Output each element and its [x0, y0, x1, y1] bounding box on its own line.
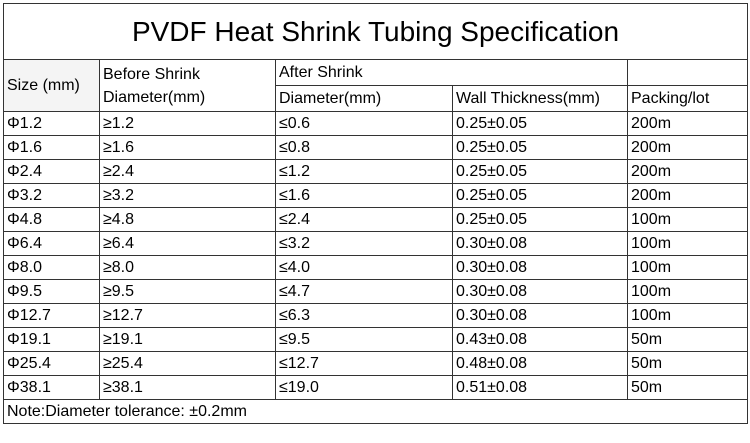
cell-after: ≤6.3	[275, 303, 453, 328]
cell-before: ≥8.0	[99, 255, 276, 280]
table-row: Φ8.0 ≥8.0 ≤4.0 0.30±0.08 100m	[3, 255, 749, 280]
cell-size: Φ12.7	[3, 303, 100, 328]
cell-after: ≤2.4	[275, 207, 453, 232]
cell-after: ≤1.6	[275, 183, 453, 208]
cell-size: Φ3.2	[3, 183, 100, 208]
table-row: Φ25.4 ≥25.4 ≤12.7 0.48±0.08 50m	[3, 351, 749, 376]
cell-before: ≥3.2	[99, 183, 276, 208]
cell-packing: 100m	[626, 255, 749, 280]
cell-wall: 0.25±0.05	[452, 135, 628, 160]
cell-wall: 0.30±0.08	[452, 231, 628, 256]
table-row: Φ1.6 ≥1.6 ≤0.8 0.25±0.05 200m	[3, 135, 749, 160]
cell-wall: 0.25±0.05	[452, 111, 628, 136]
cell-packing: 100m	[626, 279, 749, 304]
cell-size: Φ4.8	[3, 207, 100, 232]
cell-packing: 100m	[626, 231, 749, 256]
cell-size: Φ38.1	[3, 375, 100, 400]
cell-packing: 200m	[626, 159, 749, 184]
table-row: Φ4.8 ≥4.8 ≤2.4 0.25±0.05 100m	[3, 207, 749, 232]
cell-size: Φ1.2	[3, 111, 100, 136]
cell-packing: 50m	[626, 327, 749, 352]
table-row: Φ1.2 ≥1.2 ≤0.6 0.25±0.05 200m	[3, 111, 749, 136]
table-row: Φ6.4 ≥6.4 ≤3.2 0.30±0.08 100m	[3, 231, 749, 256]
cell-size: Φ8.0	[3, 255, 100, 280]
cell-before: ≥12.7	[99, 303, 276, 328]
tolerance-note: Note:Diameter tolerance: ±0.2mm	[2, 399, 749, 424]
cell-wall: 0.30±0.08	[452, 255, 628, 280]
cell-before: ≥38.1	[99, 375, 276, 400]
header-empty	[626, 59, 749, 86]
cell-before: ≥9.5	[99, 279, 276, 304]
cell-before: ≥6.4	[99, 231, 276, 256]
cell-before: ≥2.4	[99, 159, 276, 184]
header-wall-thickness: Wall Thickness(mm)	[452, 85, 628, 112]
cell-packing: 50m	[626, 351, 749, 376]
cell-before: ≥1.6	[99, 135, 276, 160]
header-after-shrink: After Shrink	[275, 59, 628, 86]
cell-packing: 200m	[626, 183, 749, 208]
cell-packing: 200m	[626, 111, 749, 136]
cell-size: Φ9.5	[3, 279, 100, 304]
cell-wall: 0.48±0.08	[452, 351, 628, 376]
cell-packing: 200m	[626, 135, 749, 160]
cell-packing: 50m	[626, 375, 749, 400]
cell-packing: 100m	[626, 303, 749, 328]
page-title: PVDF Heat Shrink Tubing Specification	[2, 3, 749, 60]
header-packing: Packing/lot	[626, 85, 749, 112]
cell-wall: 0.25±0.05	[452, 183, 628, 208]
cell-size: Φ19.1	[3, 327, 100, 352]
cell-wall: 0.43±0.08	[452, 327, 628, 352]
table-row: Φ3.2 ≥3.2 ≤1.6 0.25±0.05 200m	[3, 183, 749, 208]
cell-after: ≤1.2	[275, 159, 453, 184]
cell-after: ≤9.5	[275, 327, 453, 352]
table-row: Φ38.1 ≥38.1 ≤19.0 0.51±0.08 50m	[3, 375, 749, 400]
spec-table: PVDF Heat Shrink Tubing Specification Si…	[2, 3, 749, 424]
cell-wall: 0.25±0.05	[452, 159, 628, 184]
table-row: Φ19.1 ≥19.1 ≤9.5 0.43±0.08 50m	[3, 327, 749, 352]
header-after-diameter: Diameter(mm)	[275, 85, 453, 112]
cell-after: ≤4.7	[275, 279, 453, 304]
cell-wall: 0.30±0.08	[452, 303, 628, 328]
cell-before: ≥1.2	[99, 111, 276, 136]
header-before-line2: Diameter(mm)	[103, 88, 206, 106]
cell-before: ≥25.4	[99, 351, 276, 376]
cell-size: Φ25.4	[3, 351, 100, 376]
cell-after: ≤0.6	[275, 111, 453, 136]
cell-size: Φ6.4	[3, 231, 100, 256]
table-row: Φ2.4 ≥2.4 ≤1.2 0.25±0.05 200m	[3, 159, 749, 184]
cell-wall: 0.51±0.08	[452, 375, 628, 400]
cell-after: ≤3.2	[275, 231, 453, 256]
cell-wall: 0.25±0.05	[452, 207, 628, 232]
table-row: Φ9.5 ≥9.5 ≤4.7 0.30±0.08 100m	[3, 279, 749, 304]
cell-after: ≤4.0	[275, 255, 453, 280]
cell-size: Φ2.4	[3, 159, 100, 184]
header-before-line1: Before Shrink	[103, 65, 200, 83]
table-row: Φ12.7 ≥12.7 ≤6.3 0.30±0.08 100m	[3, 303, 749, 328]
cell-after: ≤12.7	[275, 351, 453, 376]
cell-wall: 0.30±0.08	[452, 279, 628, 304]
cell-after: ≤19.0	[275, 375, 453, 400]
header-size: Size (mm)	[3, 59, 100, 112]
cell-after: ≤0.8	[275, 135, 453, 160]
header-before-shrink: Before Shrink Diameter(mm)	[99, 59, 276, 112]
cell-before: ≥19.1	[99, 327, 276, 352]
cell-before: ≥4.8	[99, 207, 276, 232]
cell-size: Φ1.6	[3, 135, 100, 160]
cell-packing: 100m	[626, 207, 749, 232]
